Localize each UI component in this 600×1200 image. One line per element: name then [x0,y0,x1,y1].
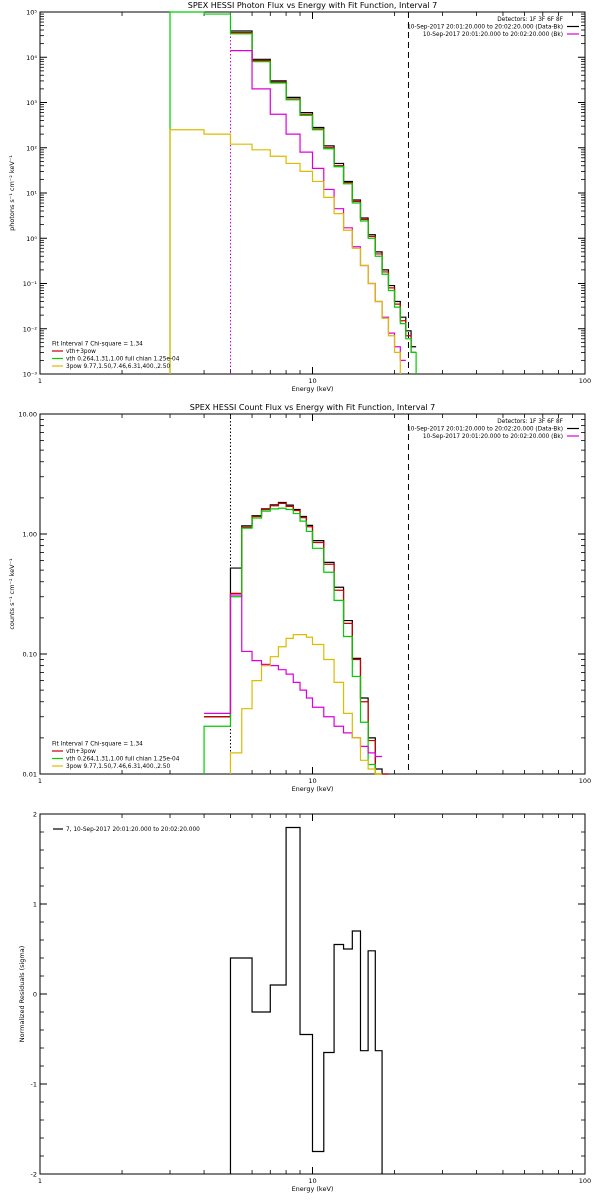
y-tick-label: 2 [33,811,37,819]
y-tick-label: 10⁻¹ [23,280,38,288]
chart-title-1: SPEX HESSI Count Flux vs Energy with Fit… [190,403,435,412]
x-tick-label: 1 [38,1177,42,1185]
x-axis-label-0: Energy (keV) [292,385,334,393]
y-tick-label: -1 [31,1081,37,1089]
y-tick-label: 0.01 [23,771,37,779]
legend-item: 3pow 9.77,1.50,7.46,6.31,400.,2.50 [66,364,170,370]
y-tick-label: 10⁻² [23,325,38,333]
x-tick-label: 100 [579,1177,591,1185]
y-axis-label-0: photons s⁻¹ cm⁻² keV⁻¹ [8,155,16,231]
legend-item: 10-Sep-2017 20:01:20.000 to 20:02:20.000… [423,32,563,38]
series-step-line-1-1 [204,502,389,775]
legend-item: Fit Interval 7 Chi-square = 1.34 [52,742,143,748]
x-tick-label: 10 [308,377,316,385]
y-tick-label: 10.00 [18,411,37,419]
y-tick-label: 10⁻³ [23,371,38,379]
x-axis-label-1: Energy (keV) [292,785,334,793]
legend-item: 10-Sep-2017 20:01:20.000 to 20:02:20.000… [407,25,563,31]
y-tick-label: 10¹ [26,190,37,198]
x-tick-label: 1 [38,777,42,785]
y-tick-label: 1.00 [23,531,37,539]
legend-item: 3pow 9.77,1.50,7.46,6.31,400.,2.50 [66,764,170,770]
y-tick-label: -2 [31,1171,37,1179]
legend-item: 7, 10-Sep-2017 20:01:20.000 to 20:02:20.… [66,827,200,833]
series-step-line-1-3 [204,594,383,758]
y-axis-label-1: counts s⁻¹ cm⁻² keV⁻¹ [8,558,16,630]
y-tick-label: 10³ [26,99,37,107]
chart-title-0: SPEX HESSI Photon Flux vs Energy with Fi… [188,1,438,10]
legend-item: vth+3pow [66,749,96,755]
series-step-line-0-4 [169,129,401,374]
series-step-line-1-4 [229,634,383,775]
x-axis-label-2: Energy (keV) [292,1185,334,1193]
y-tick-label: 10⁵ [26,9,37,17]
legend-item: Detectors: 1F 3F 6F 8F [497,17,563,23]
y-tick-label: 10² [26,144,37,152]
series-step-line-0-2 [169,11,417,374]
series-step-line-1-0 [204,501,389,775]
legend-item: Detectors: 1F 3F 6F 8F [497,419,563,425]
legend-item: vth 0.264,1.31,1.00 full chian 1.25e-04 [66,357,180,363]
series-step-line-2-0 [229,826,383,1174]
y-tick-label: 0.10 [23,651,37,659]
plot-frame-0 [39,11,586,375]
x-tick-label: 100 [579,777,591,785]
y-tick-label: 1 [33,901,37,909]
legend-item: 10-Sep-2017 20:01:20.000 to 20:02:20.000… [407,427,563,433]
legend-item: 10-Sep-2017 20:01:20.000 to 20:02:20.000… [423,434,563,440]
y-tick-label: 0 [33,991,37,999]
series-step-line-0-3 [230,50,406,361]
y-tick-label: 10⁴ [26,54,37,62]
x-tick-label: 10 [308,1177,316,1185]
x-tick-label: 100 [579,377,591,385]
plot-frame-1 [39,413,586,775]
legend-item: Fit Interval 7 Chi-square = 1.34 [52,342,143,348]
legend-item: vth+3pow [66,349,96,355]
x-tick-label: 10 [308,777,316,785]
series-step-line-1-2 [203,507,383,775]
legend-item: vth 0.264,1.31,1.00 full chian 1.25e-04 [66,757,180,763]
x-tick-label: 1 [38,377,42,385]
y-axis-label-2: Normalized Residuals (sigma) [18,946,26,1043]
y-tick-label: 10⁰ [26,235,37,243]
